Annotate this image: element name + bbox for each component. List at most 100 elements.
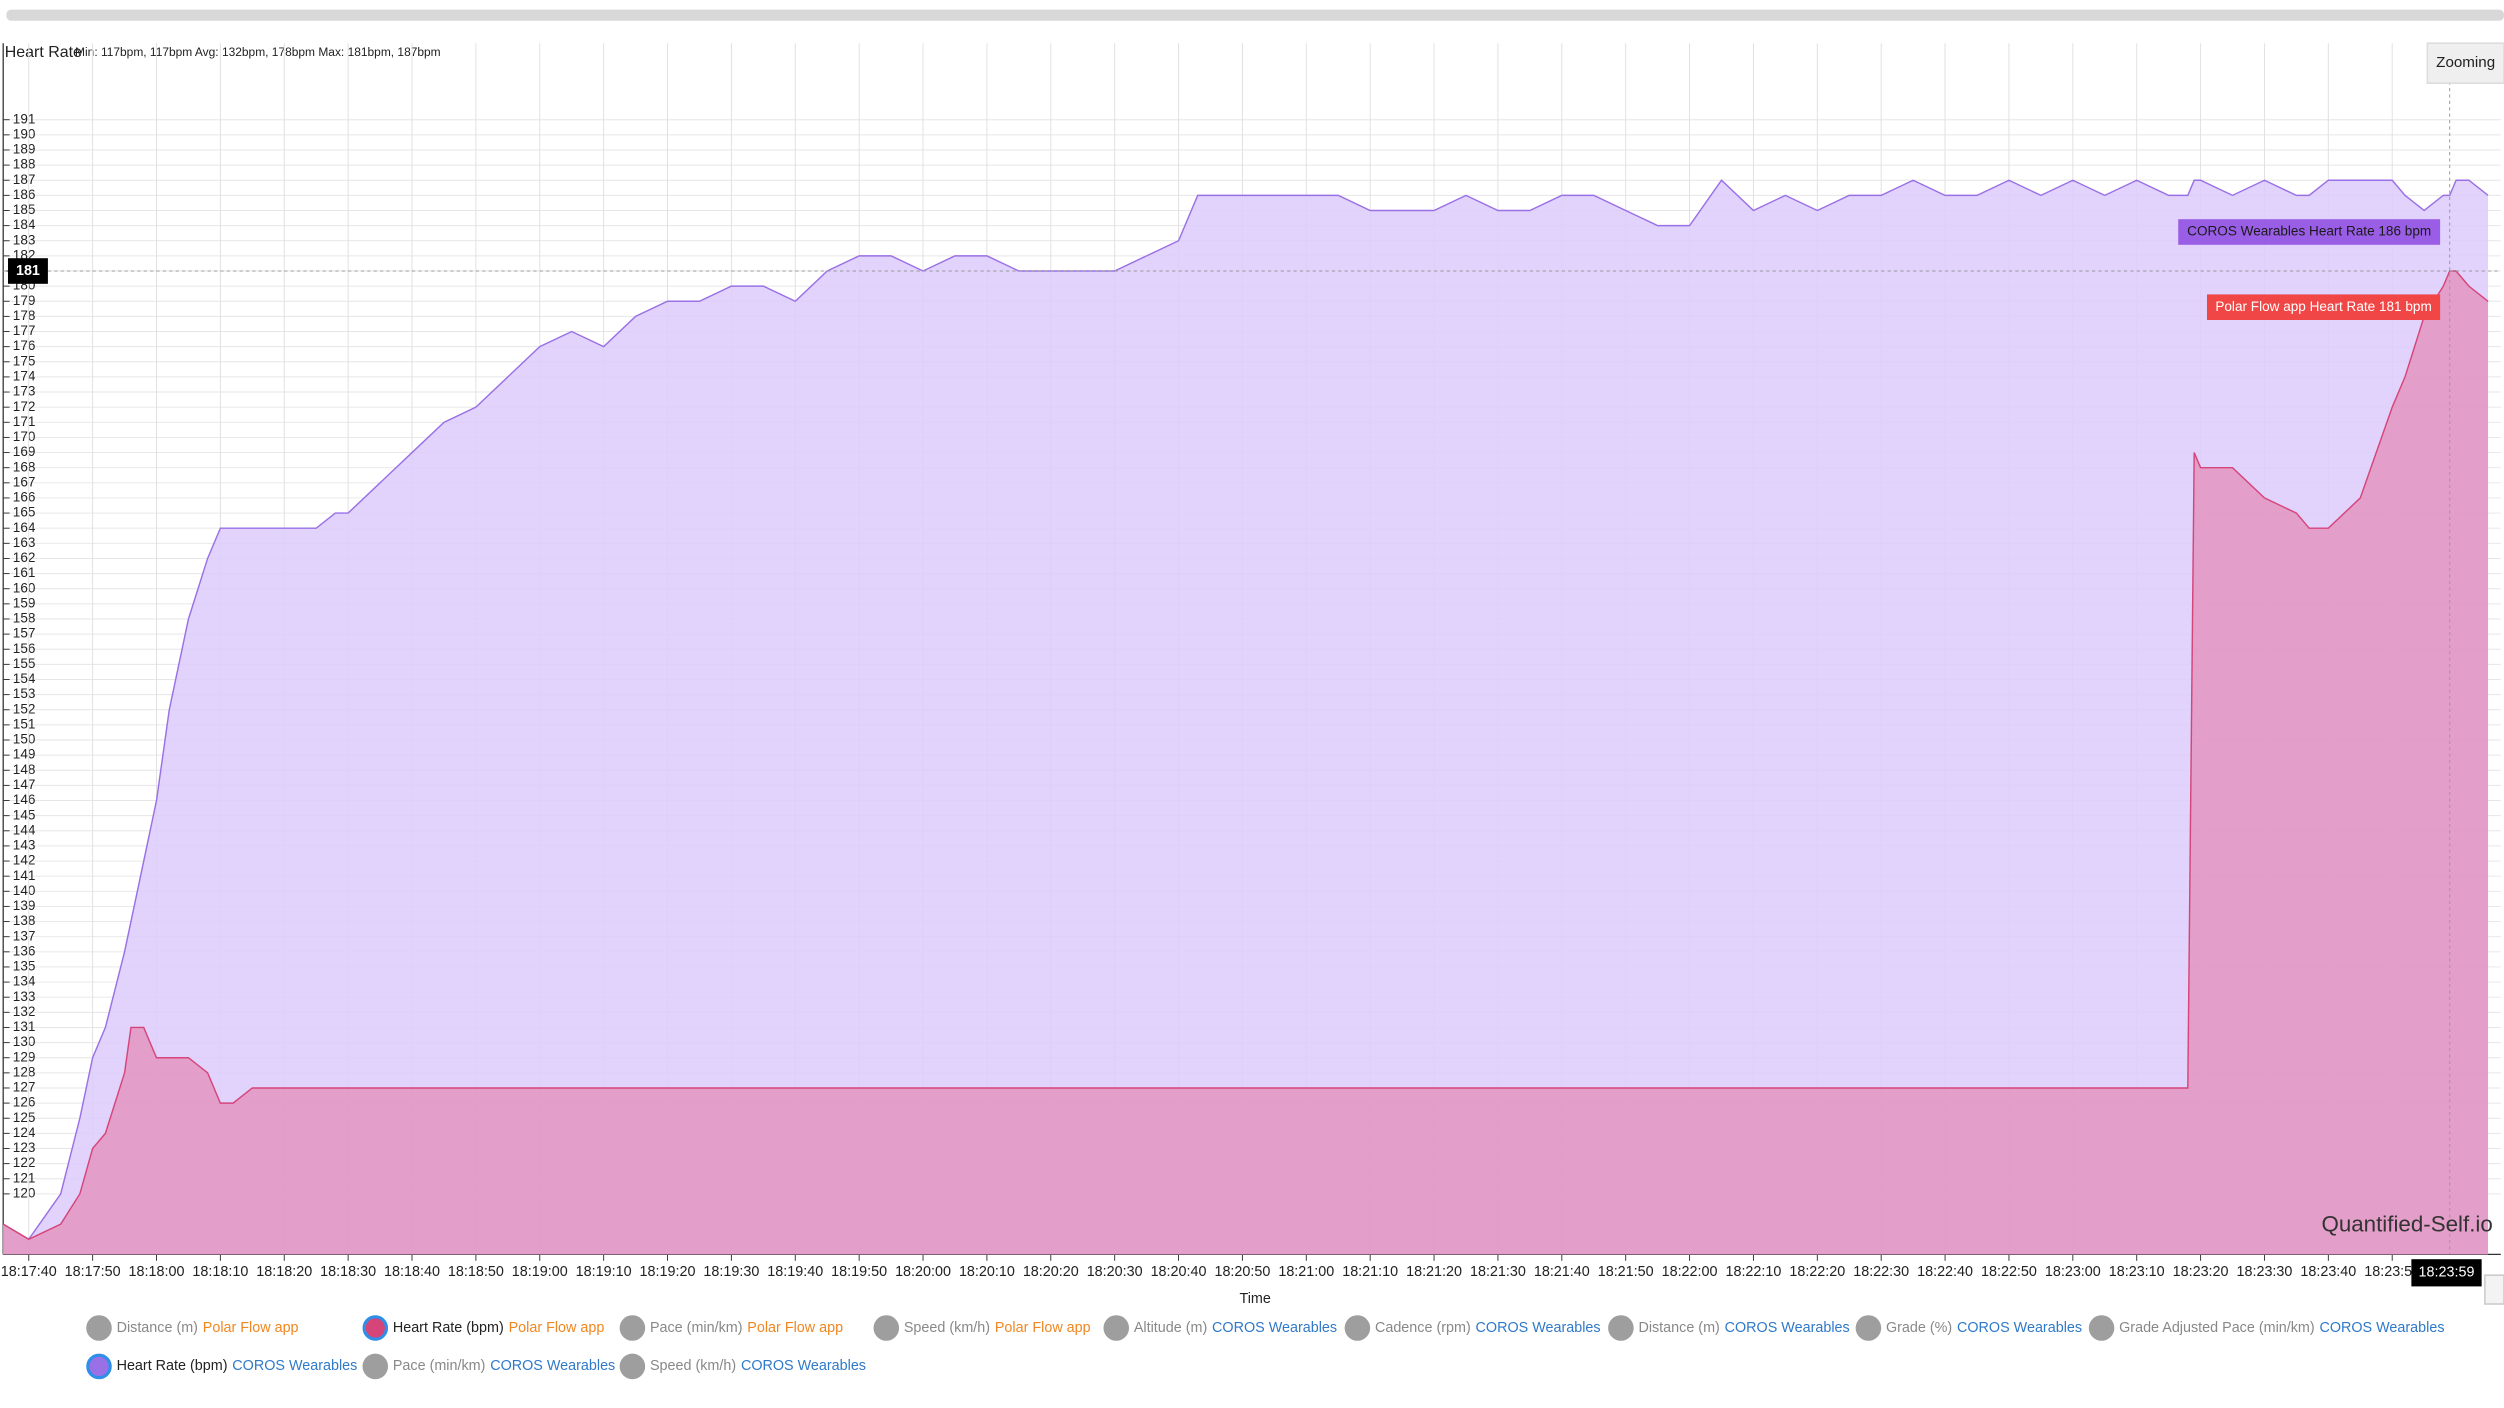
legend-source[interactable]: COROS Wearables [232,1358,357,1374]
legend-metric[interactable]: Speed (km/h) [650,1358,736,1374]
y-tick-label: 161 [13,565,36,580]
legend-source[interactable]: COROS Wearables [1725,1320,1850,1336]
y-tick-label: 159 [13,595,36,610]
legend-metric[interactable]: Pace (min/km) [650,1320,743,1336]
legend-metric[interactable]: Pace (min/km) [393,1358,486,1374]
legend-item[interactable]: Speed (km/h) Polar Flow app [873,1315,1091,1341]
x-tick-label: 18:19:20 [640,1264,696,1280]
legend-metric[interactable]: Cadence (rpm) [1375,1320,1471,1336]
x-tick-label: 18:23:30 [2237,1264,2293,1280]
y-tick-label: 143 [13,837,36,852]
x-tick-label: 18:18:10 [192,1264,248,1280]
legend-swatch[interactable] [86,1353,112,1380]
legend-metric[interactable]: Distance (m) [117,1320,198,1336]
legend-source[interactable]: COROS Wearables [490,1358,615,1374]
legend-swatch[interactable] [873,1315,900,1341]
y-tick-label: 147 [13,777,36,792]
y-tick-label: 189 [13,142,36,157]
y-tick-label: 146 [13,792,36,807]
y-tick-label: 164 [13,520,36,535]
y-tick-label: 179 [13,293,36,308]
y-tick-label: 122 [13,1155,36,1170]
legend-swatch[interactable] [86,1315,112,1341]
x-tick-label: 18:18:50 [448,1264,504,1280]
y-tick-label: 148 [13,762,36,777]
legend-item[interactable]: Pace (min/km) COROS Wearables [362,1353,616,1380]
legend-metric[interactable]: Grade (%) [1886,1320,1952,1336]
x-tick-label: 18:23:50 [2364,1264,2420,1280]
y-tick-label: 162 [13,550,36,565]
y-tick-label: 140 [13,883,36,898]
legend-item[interactable]: Pace (min/km) Polar Flow app [619,1315,843,1341]
y-tick-label: 160 [13,580,36,595]
x-tick-label: 18:22:50 [1981,1264,2037,1280]
legend-swatch[interactable] [619,1315,646,1341]
x-tick-label: 18:18:00 [129,1264,185,1280]
scrollbar[interactable] [6,9,2504,21]
series-line [2,270,2489,1241]
y-tick-label: 177 [13,323,36,338]
legend-swatch[interactable] [1608,1315,1634,1341]
legend-metric[interactable]: Grade Adjusted Pace (min/km) [2119,1320,2315,1336]
legend-item[interactable]: Heart Rate (bpm) Polar Flow app [362,1315,605,1341]
y-tick-label: 163 [13,535,36,550]
legend-item[interactable]: Grade (%) COROS Wearables [1855,1315,2082,1341]
legend-swatch[interactable] [1103,1315,1130,1341]
y-tick-label: 158 [13,611,36,626]
x-tick-label: 18:20:10 [959,1264,1015,1280]
legend-metric[interactable]: Heart Rate (bpm) [393,1320,504,1336]
more-button[interactable] [2484,1274,2504,1305]
legend-swatch[interactable] [619,1353,646,1380]
y-tick-label: 151 [13,716,36,731]
y-tick-label: 149 [13,747,36,762]
legend-item[interactable]: Altitude (m) COROS Wearables [1103,1315,1337,1341]
zoom-button[interactable] [2426,42,2504,84]
y-tick-label: 183 [13,232,36,247]
x-tick-label: 18:23:00 [2045,1264,2101,1280]
legend-swatch[interactable] [362,1315,389,1341]
legend-metric[interactable]: Speed (km/h) [904,1320,990,1336]
x-tick-label: 18:23:40 [2300,1264,2356,1280]
legend-swatch[interactable] [362,1353,389,1380]
y-tick-label: 155 [13,656,36,671]
legend-item[interactable]: Distance (m) Polar Flow app [86,1315,299,1341]
legend-item[interactable]: Speed (km/h) COROS Wearables [619,1353,866,1380]
x-tick-label: 18:23:20 [2173,1264,2229,1280]
legend-source[interactable]: COROS Wearables [1212,1320,1337,1336]
y-tick-label: 125 [13,1110,36,1125]
legend-swatch[interactable] [1855,1315,1882,1341]
y-tick-label: 131 [13,1019,36,1034]
legend-item[interactable]: Cadence (rpm) COROS Wearables [1344,1315,1601,1341]
legend-source[interactable]: COROS Wearables [2319,1320,2444,1336]
x-tick-label: 18:22:10 [1725,1264,1781,1280]
x-tick-label: 18:23:10 [2109,1264,2165,1280]
x-tick-label: 18:20:20 [1023,1264,1079,1280]
x-tick-label: 18:19:10 [576,1264,632,1280]
legend-item[interactable]: Heart Rate (bpm) COROS Wearables [86,1353,358,1380]
legend-item[interactable]: Distance (m) COROS Wearables [1608,1315,1850,1341]
zoom-button-label[interactable]: Zooming [2436,54,2495,71]
legend-swatch[interactable] [2088,1315,2115,1341]
y-tick-label: 152 [13,701,36,716]
legend-metric[interactable]: Altitude (m) [1134,1320,1207,1336]
legend-source[interactable]: COROS Wearables [1476,1320,1601,1336]
x-tick-label: 18:22:30 [1853,1264,1909,1280]
legend-swatch[interactable] [1344,1315,1371,1341]
legend-metric[interactable]: Heart Rate (bpm) [117,1358,228,1374]
y-tick-label: 138 [13,913,36,928]
tooltip-box [2178,219,2441,245]
legend-metric[interactable]: Distance (m) [1638,1320,1719,1336]
legend-source[interactable]: Polar Flow app [203,1320,299,1336]
legend-source[interactable]: Polar Flow app [509,1320,605,1336]
x-tick-label: 18:20:00 [895,1264,951,1280]
legend-source[interactable]: Polar Flow app [747,1320,843,1336]
y-tick-label: 123 [13,1140,36,1155]
legend-source[interactable]: COROS Wearables [1957,1320,2082,1336]
legend-item[interactable]: Grade Adjusted Pace (min/km) COROS Wearab… [2088,1315,2445,1341]
y-tick-label: 190 [13,126,36,141]
y-tick-label: 172 [13,399,36,414]
y-tick-label: 174 [13,368,36,383]
legend-source[interactable]: COROS Wearables [741,1358,866,1374]
y-tick-label: 135 [13,959,36,974]
legend-source[interactable]: Polar Flow app [995,1320,1091,1336]
